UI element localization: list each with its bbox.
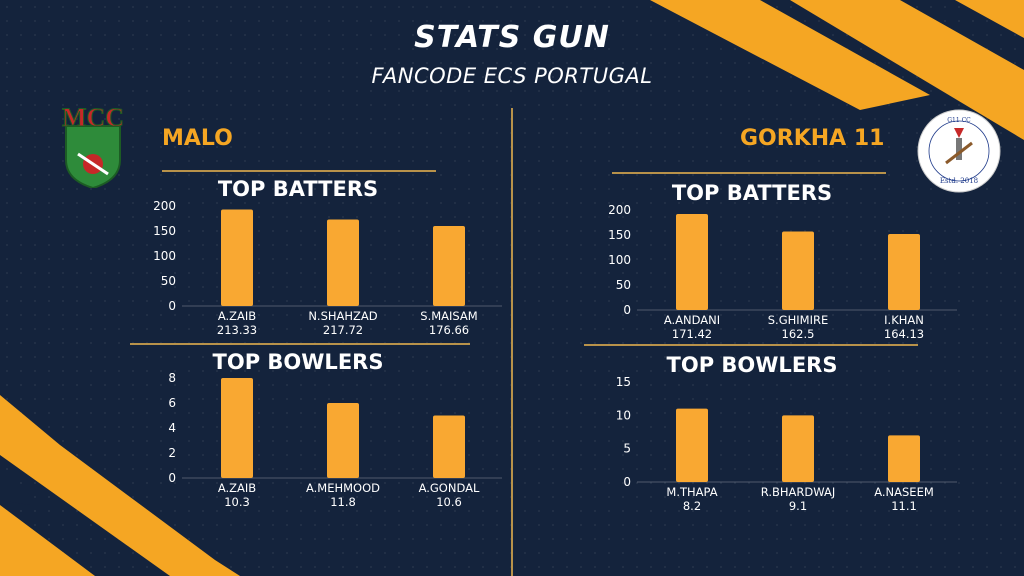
x-category-label: S.MAISAM	[420, 309, 477, 323]
bar	[327, 219, 359, 306]
malo-bowlers-title: TOP BOWLERS	[212, 350, 384, 374]
y-tick-label: 2	[168, 446, 176, 460]
x-sublabel: 176.66	[429, 323, 469, 337]
bar	[888, 435, 920, 482]
x-sublabel: 164.13	[884, 327, 924, 341]
gorkha-logo-est: Estd. 2018	[940, 177, 978, 185]
y-tick-label: 8	[168, 371, 176, 385]
y-tick-label: 200	[608, 203, 631, 217]
y-tick-label: 200	[153, 199, 176, 213]
x-category-label: A.ZAIB	[218, 309, 256, 323]
gorkha-batters-title: TOP BATTERS	[671, 181, 833, 205]
malo-batters-title: TOP BATTERS	[217, 177, 379, 201]
team-name-gorkha: GORKHA 11	[740, 126, 885, 151]
y-tick-label: 150	[608, 228, 631, 242]
x-sublabel: 213.33	[217, 323, 257, 337]
y-tick-label: 0	[168, 471, 176, 485]
x-category-label: A.GONDAL	[419, 481, 480, 495]
mcc-logo-text: MCC	[62, 104, 124, 132]
x-category-label: A.ANDANI	[664, 313, 720, 327]
bar	[782, 231, 814, 310]
page-subtitle: FANCODE ECS PORTUGAL	[371, 64, 653, 88]
rule-malo-top	[162, 170, 436, 172]
y-tick-label: 100	[608, 253, 631, 267]
x-sublabel: 171.42	[672, 327, 712, 341]
x-sublabel: 10.3	[224, 495, 250, 509]
y-tick-label: 150	[153, 224, 176, 238]
bar	[433, 415, 465, 478]
x-sublabel: 162.5	[782, 327, 815, 341]
y-tick-label: 0	[623, 303, 631, 317]
bar	[221, 209, 253, 306]
y-tick-label: 100	[153, 249, 176, 263]
y-tick-label: 0	[623, 475, 631, 489]
x-sublabel: 11.8	[330, 495, 356, 509]
bar	[433, 226, 465, 306]
x-category-label: A.NASEEM	[874, 485, 934, 499]
bar	[676, 214, 708, 310]
bar	[888, 234, 920, 310]
page-title: STATS GUN	[414, 20, 610, 55]
gorkha-11-round-logo: G11 CC Estd. 2018	[917, 109, 1001, 193]
bar	[327, 403, 359, 478]
rule-malo-mid	[130, 343, 470, 345]
x-category-label: A.MEHMOOD	[306, 481, 380, 495]
x-category-label: S.GHIMIRE	[768, 313, 828, 327]
team-name-malo: MALO	[162, 126, 233, 151]
bar	[782, 415, 814, 482]
x-category-label: M.THAPA	[666, 485, 717, 499]
x-category-label: A.ZAIB	[218, 481, 256, 495]
x-sublabel: 217.72	[323, 323, 363, 337]
bar	[221, 378, 253, 478]
gorkha-bowlers-title: TOP BOWLERS	[666, 353, 838, 377]
x-sublabel: 9.1	[789, 499, 807, 513]
rule-gorkha-mid	[584, 344, 918, 346]
y-tick-label: 15	[616, 375, 631, 389]
x-sublabel: 10.6	[436, 495, 462, 509]
svg-text:G11 CC: G11 CC	[947, 117, 971, 124]
y-tick-label: 0	[168, 299, 176, 313]
rule-gorkha-top	[612, 172, 886, 174]
y-tick-label: 4	[168, 421, 176, 435]
x-category-label: R.BHARDWAJ	[761, 485, 836, 499]
y-tick-label: 10	[616, 408, 631, 422]
y-tick-label: 50	[616, 278, 631, 292]
center-divider	[511, 108, 513, 576]
y-tick-label: 6	[168, 396, 176, 410]
x-category-label: I.KHAN	[884, 313, 924, 327]
y-tick-label: 50	[161, 274, 176, 288]
x-sublabel: 11.1	[891, 499, 917, 513]
x-category-label: N.SHAHZAD	[308, 309, 377, 323]
bar	[676, 408, 708, 482]
x-sublabel: 8.2	[683, 499, 701, 513]
y-tick-label: 5	[623, 442, 631, 456]
mcc-shield-logo: MCC	[61, 104, 125, 188]
